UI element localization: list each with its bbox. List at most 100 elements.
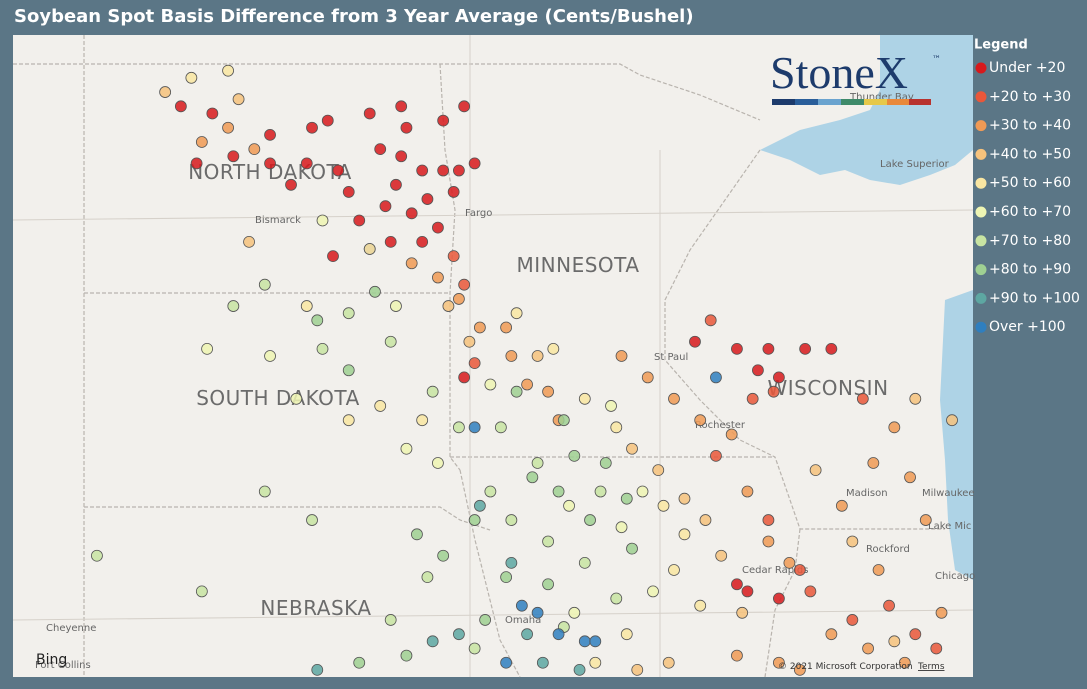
- dot: [421, 193, 434, 205]
- dot: [898, 656, 911, 669]
- dot: [689, 335, 701, 348]
- city-label: Fargo: [465, 208, 492, 219]
- dot: [568, 606, 581, 619]
- logo-stripe: [864, 99, 887, 105]
- legend-swatch: [975, 321, 987, 333]
- logo: StoneX: [770, 47, 908, 98]
- city-label: Cheyenne: [46, 623, 96, 634]
- legend-swatch: [975, 235, 987, 247]
- dot: [468, 421, 481, 434]
- dot: [174, 100, 187, 113]
- logo-stripe: [795, 99, 818, 105]
- dot: [374, 143, 387, 156]
- legend-label: +60 to +70: [989, 204, 1071, 220]
- dot: [484, 378, 497, 391]
- legend-swatch: [975, 62, 987, 74]
- logo-bar: [772, 99, 931, 105]
- dot: [453, 628, 465, 641]
- city-label: Chicago: [935, 571, 975, 582]
- dot: [578, 392, 591, 405]
- dot: [710, 449, 722, 462]
- dot: [91, 549, 103, 562]
- dot: [835, 499, 848, 512]
- dot: [521, 378, 533, 391]
- dot: [332, 164, 345, 177]
- dot: [458, 278, 471, 291]
- dot: [641, 371, 654, 384]
- dot: [432, 221, 444, 234]
- dot: [405, 257, 418, 270]
- dot: [741, 585, 754, 598]
- dot: [342, 186, 355, 198]
- dot: [384, 235, 397, 248]
- dot: [725, 428, 738, 441]
- dot: [458, 100, 471, 113]
- dot: [704, 314, 717, 327]
- dot: [384, 335, 397, 348]
- dot: [657, 499, 670, 512]
- dot: [584, 514, 596, 526]
- dot: [300, 300, 313, 312]
- dot: [369, 285, 381, 298]
- legend-label: +90 to +100: [989, 290, 1080, 306]
- dot: [557, 414, 570, 427]
- dot: [468, 514, 481, 526]
- dot: [521, 628, 533, 641]
- dot: [159, 86, 172, 98]
- dot: [500, 321, 513, 334]
- city-label: Milwaukee: [922, 488, 975, 499]
- dot: [222, 121, 234, 134]
- dot: [631, 663, 644, 676]
- city-label: St Paul: [654, 352, 688, 363]
- terms-link[interactable]: Terms: [917, 662, 945, 672]
- dot: [762, 514, 775, 526]
- dot: [678, 492, 691, 505]
- logo-stripe: [841, 99, 864, 105]
- dot: [935, 606, 948, 619]
- dot: [552, 485, 565, 498]
- dot: [762, 342, 775, 355]
- dot: [531, 350, 544, 362]
- dot: [432, 271, 444, 284]
- dot: [620, 628, 633, 641]
- dot: [752, 364, 764, 377]
- dot: [416, 414, 429, 427]
- dot: [342, 307, 355, 320]
- dot: [526, 471, 539, 484]
- dot: [846, 535, 859, 548]
- legend-label: +40 to +50: [989, 146, 1071, 162]
- dot: [437, 114, 450, 127]
- dot: [668, 392, 680, 405]
- dot: [773, 371, 785, 384]
- border: [764, 528, 801, 678]
- dot: [930, 642, 943, 655]
- dot: [767, 385, 780, 398]
- dot: [442, 300, 455, 312]
- dot: [195, 585, 208, 598]
- dot: [542, 578, 554, 591]
- dot: [206, 107, 219, 120]
- dot: [904, 471, 916, 484]
- dot: [668, 564, 680, 576]
- dot: [384, 614, 397, 626]
- dot: [316, 342, 329, 355]
- bing-logo: Bing: [36, 652, 67, 668]
- dot: [542, 385, 554, 398]
- dot: [715, 549, 728, 562]
- dot: [463, 335, 476, 348]
- dot: [578, 556, 591, 569]
- dot: [416, 235, 429, 248]
- dot: [783, 556, 796, 569]
- dot: [311, 663, 324, 676]
- dot: [799, 342, 812, 355]
- logo-stripe: [887, 99, 909, 105]
- dot: [636, 485, 649, 498]
- legend-label: +20 to +30: [989, 89, 1071, 105]
- city-label: Rochester: [695, 420, 746, 431]
- state-label: MINNESOTA: [517, 253, 640, 277]
- dot: [327, 250, 339, 263]
- dot: [773, 592, 785, 605]
- dot: [626, 442, 638, 455]
- state-label: WISCONSIN: [767, 376, 888, 400]
- dot: [883, 599, 895, 612]
